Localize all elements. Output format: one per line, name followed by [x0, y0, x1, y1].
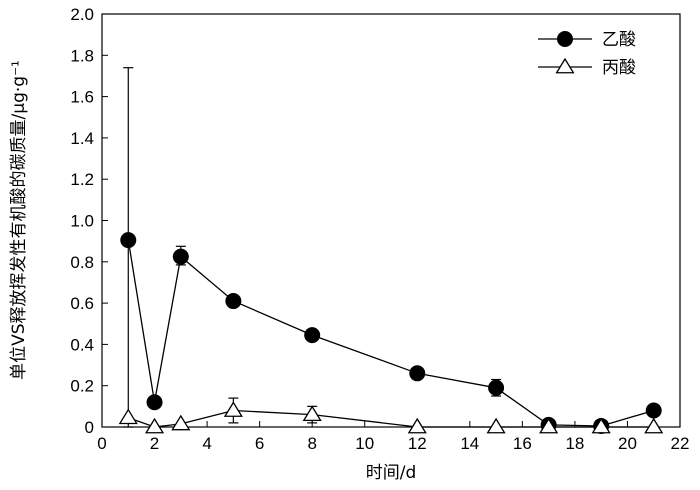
data-point-marker [539, 417, 559, 434]
y-tick-label: 1.2 [70, 170, 94, 189]
data-point-marker [171, 414, 191, 431]
y-tick-label: 0.8 [70, 253, 94, 272]
data-point-marker [146, 394, 163, 411]
legend-label: 乙酸 [602, 30, 636, 50]
x-tick-label: 18 [565, 434, 584, 453]
plot-frame [101, 13, 681, 428]
x-tick-label: 0 [97, 434, 106, 453]
legend-item: 丙酸 [538, 57, 636, 78]
series-line [128, 409, 654, 428]
legend-item: 乙酸 [538, 30, 636, 50]
x-tick-label: 22 [671, 434, 690, 453]
y-tick-label: 2.0 [70, 5, 94, 24]
x-axis-ticks: 0 2 4 6 8 10 12 14 16 18 20 22 [97, 421, 689, 453]
data-point-marker [118, 408, 138, 425]
x-tick-label: 20 [618, 434, 637, 453]
x-tick-label: 8 [307, 434, 316, 453]
x-axis-title: 时间/d [366, 463, 417, 483]
data-point-marker [645, 402, 662, 419]
y-tick-label: 1.4 [70, 129, 94, 148]
series-layer [118, 67, 664, 434]
plot-area [101, 13, 681, 428]
data-point-marker [409, 365, 426, 382]
data-point-marker [407, 417, 427, 434]
data-point-marker [591, 417, 611, 434]
data-point-marker [488, 379, 505, 396]
y-tick-label: 1.0 [70, 212, 94, 231]
data-point-marker [144, 417, 165, 434]
x-tick-label: 14 [460, 434, 479, 453]
y-tick-label: 0.2 [70, 377, 94, 396]
data-point-marker [486, 417, 506, 434]
x-tick-label: 10 [355, 434, 374, 453]
legend-label: 丙酸 [602, 58, 636, 78]
y-tick-label: 0.6 [70, 294, 94, 313]
series-line [127, 239, 654, 427]
data-point-marker [120, 232, 137, 249]
data-point-marker [223, 401, 243, 417]
y-tick-label: 1.8 [70, 46, 94, 65]
x-tick-label: 16 [513, 434, 532, 453]
y-axis-ticks: 0 0.2 0.4 0.6 0.8 1.0 1.2 1.4 1.6 1.8 2.0 [70, 5, 108, 437]
data-point-marker [225, 293, 242, 310]
y-axis-title: 单位VS释放挥发性有机酸的碳质量/μg·g⁻¹ [9, 60, 29, 380]
x-tick-label: 6 [255, 434, 264, 453]
series-2 [118, 397, 664, 434]
data-point-marker [304, 327, 321, 344]
x-tick-label: 12 [408, 434, 427, 453]
y-tick-label: 0.4 [70, 335, 94, 354]
data-point-marker [555, 57, 575, 74]
x-tick-label: 2 [150, 434, 159, 453]
data-point-marker [302, 405, 322, 422]
y-tick-label: 1.6 [70, 88, 94, 107]
data-point-marker [172, 248, 189, 265]
data-point-marker [644, 417, 664, 434]
x-tick-label: 4 [202, 434, 211, 453]
y-tick-label: 0 [85, 418, 94, 437]
series-1 [120, 67, 662, 434]
data-point-marker [557, 31, 573, 47]
